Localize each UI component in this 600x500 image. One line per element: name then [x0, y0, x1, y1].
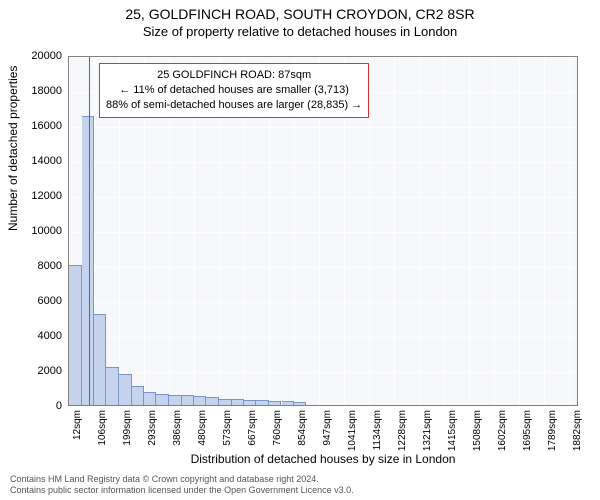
gridline-h [69, 57, 577, 58]
gridline-v [519, 57, 520, 405]
x-tick-label: 854sqm [297, 410, 308, 446]
gridline-h [69, 302, 577, 303]
x-axis: Distribution of detached houses by size … [68, 406, 578, 466]
gridline-v [394, 57, 395, 405]
x-tick-label: 480sqm [197, 410, 208, 446]
gridline-h [69, 232, 577, 233]
annotation-line: 25 GOLDFINCH ROAD: 87sqm [106, 68, 362, 83]
x-tick-label: 1134sqm [372, 410, 383, 450]
x-tick-label: 386sqm [172, 410, 183, 446]
histogram-bar [219, 399, 232, 405]
histogram-bar [119, 374, 132, 406]
histogram-bar [269, 401, 282, 405]
annotation-box: 25 GOLDFINCH ROAD: 87sqm ← 11% of detach… [99, 63, 369, 118]
x-tick-label: 1789sqm [547, 410, 558, 451]
y-tick-label: 8000 [38, 260, 62, 272]
y-tick-label: 0 [56, 400, 62, 412]
gridline-v [494, 57, 495, 405]
histogram-bar [244, 400, 256, 405]
x-tick-label: 1602sqm [497, 410, 508, 451]
x-tick-label: 667sqm [247, 410, 258, 446]
x-tick-label: 106sqm [97, 410, 108, 446]
x-tick-label: 1415sqm [447, 410, 458, 451]
footer-line: Contains public sector information licen… [10, 485, 354, 496]
footer-attribution: Contains HM Land Registry data © Crown c… [10, 474, 354, 496]
gridline-v [544, 57, 545, 405]
x-tick-label: 1321sqm [422, 410, 433, 451]
histogram-bar [82, 116, 95, 405]
histogram-bar [182, 395, 195, 405]
property-marker-line [89, 57, 90, 405]
x-axis-label: Distribution of detached houses by size … [68, 452, 578, 466]
histogram-bar [144, 392, 156, 405]
y-tick-label: 20000 [31, 50, 62, 62]
x-tick-label: 12sqm [72, 410, 83, 440]
gridline-h [69, 337, 577, 338]
y-tick-label: 16000 [31, 120, 62, 132]
gridline-h [69, 372, 577, 373]
histogram-bar [282, 401, 295, 405]
y-tick-label: 10000 [31, 225, 62, 237]
annotation-line: ← 11% of detached houses are smaller (3,… [106, 83, 362, 98]
chart-container: 25, GOLDFINCH ROAD, SOUTH CROYDON, CR2 8… [0, 0, 600, 500]
y-tick-label: 2000 [38, 365, 62, 377]
histogram-bar [294, 402, 306, 405]
gridline-v [419, 57, 420, 405]
annotation-line: 88% of semi-detached houses are larger (… [106, 98, 362, 113]
histogram-bar [206, 397, 219, 405]
x-tick-label: 760sqm [272, 410, 283, 446]
chart-title: 25, GOLDFINCH ROAD, SOUTH CROYDON, CR2 8… [0, 0, 600, 22]
y-tick-label: 4000 [38, 330, 62, 342]
gridline-h [69, 267, 577, 268]
y-tick-label: 18000 [31, 85, 62, 97]
footer-line: Contains HM Land Registry data © Crown c… [10, 474, 354, 485]
x-tick-label: 573sqm [222, 410, 233, 446]
histogram-bar [106, 367, 119, 406]
x-tick-label: 947sqm [322, 410, 333, 446]
histogram-bar [156, 394, 169, 405]
x-tick-label: 1508sqm [472, 410, 483, 451]
x-tick-label: 293sqm [147, 410, 158, 446]
gridline-v [469, 57, 470, 405]
histogram-bar [69, 265, 82, 405]
x-tick-label: 1882sqm [572, 410, 583, 451]
y-tick-label: 14000 [31, 155, 62, 167]
y-tick-label: 6000 [38, 295, 62, 307]
gridline-v [569, 57, 570, 405]
histogram-bar [194, 396, 206, 405]
gridline-v [444, 57, 445, 405]
histogram-bar [169, 395, 182, 406]
gridline-h [69, 127, 577, 128]
chart-subtitle: Size of property relative to detached ho… [0, 24, 600, 39]
histogram-bar [256, 400, 269, 405]
gridline-h [69, 162, 577, 163]
x-tick-label: 1041sqm [347, 410, 358, 451]
x-tick-label: 199sqm [122, 410, 133, 446]
histogram-bar [232, 399, 245, 405]
x-tick-label: 1695sqm [522, 410, 533, 451]
histogram-bar [132, 386, 145, 405]
gridline-h [69, 197, 577, 198]
x-tick-label: 1228sqm [397, 410, 408, 451]
y-tick-label: 12000 [31, 190, 62, 202]
y-axis: 0200040006000800010000120001400016000180… [0, 56, 68, 406]
plot-area: 25 GOLDFINCH ROAD: 87sqm ← 11% of detach… [68, 56, 578, 406]
histogram-bar [94, 314, 106, 405]
